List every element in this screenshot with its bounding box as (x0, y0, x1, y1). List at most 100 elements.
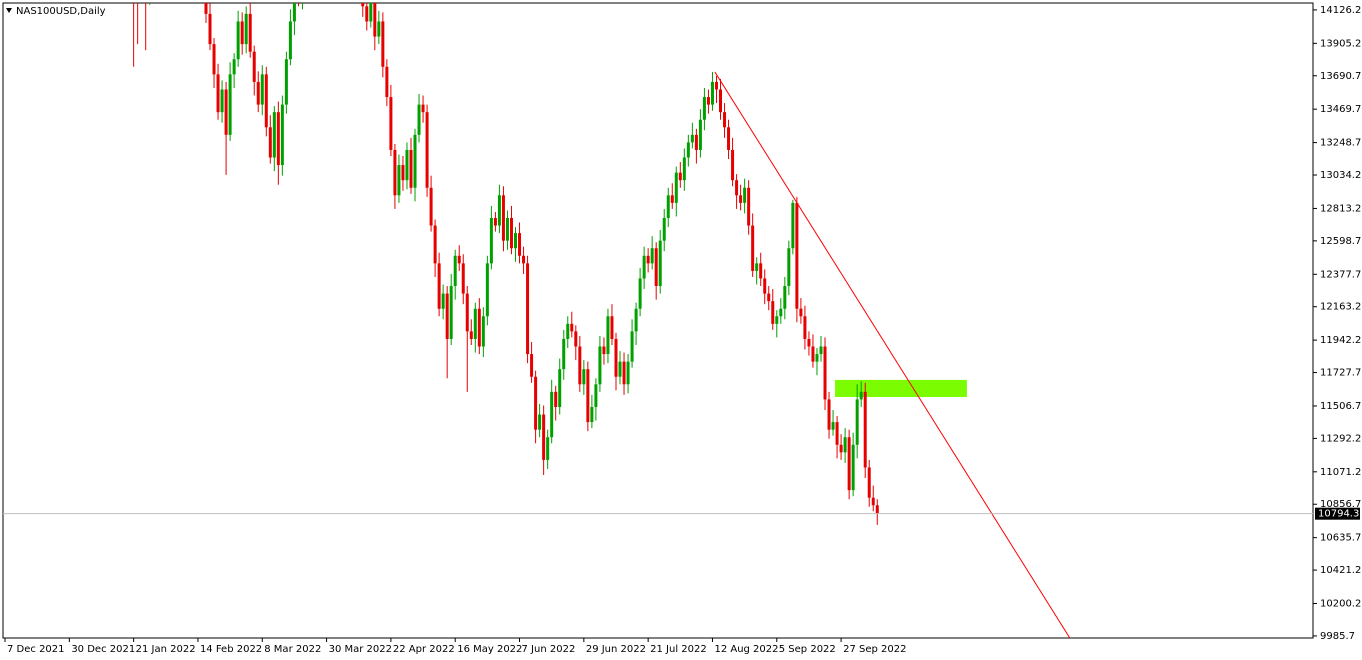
candle-body (212, 44, 216, 75)
candle-body (566, 323, 570, 339)
candle-body (437, 263, 441, 309)
candle-body (787, 248, 791, 287)
x-tick-label: 8 Mar 2022 (264, 644, 321, 655)
candle-body (747, 187, 751, 226)
last-price-label: 10794.3 (1318, 509, 1359, 520)
candle-body (224, 89, 228, 135)
candle-body (658, 240, 662, 287)
candle-body (638, 278, 642, 309)
candle-body (457, 255, 461, 264)
candle-body (763, 278, 767, 294)
candle-body (538, 414, 542, 430)
candle-body (582, 369, 586, 385)
candle-body (425, 112, 429, 188)
candle-body (461, 263, 465, 294)
candle-body (815, 354, 819, 362)
candle-body (389, 97, 393, 150)
candle-body (819, 346, 823, 355)
candle-body (216, 74, 220, 113)
candle-body (445, 293, 449, 339)
candle-body (618, 361, 622, 377)
candle-body (590, 406, 594, 423)
candle-body (654, 248, 658, 287)
candle-body (558, 369, 562, 407)
y-tick-label: 10635.7 (1320, 533, 1361, 544)
candle-body (276, 112, 280, 166)
candle-body (871, 497, 875, 506)
candle-body (526, 263, 530, 355)
candle-body (485, 263, 489, 317)
candle-body (272, 112, 276, 158)
y-tick-label: 13905.2 (1320, 38, 1361, 49)
candle-body (550, 391, 554, 438)
candle-body (859, 391, 863, 400)
zone (835, 379, 967, 398)
candle-body (875, 505, 879, 514)
y-tick-label: 12163.2 (1320, 302, 1361, 313)
candle-body (723, 112, 727, 128)
candle-body (542, 414, 546, 460)
candle-body (839, 444, 843, 453)
candle-body (481, 316, 485, 347)
candle-body (365, 6, 369, 22)
candle-body (244, 13, 248, 45)
candle-body (743, 187, 747, 203)
y-tick-label: 14126.2 (1320, 5, 1361, 16)
candle-body (767, 293, 771, 302)
candle-body (626, 361, 630, 385)
x-tick-label: 22 Apr 2022 (393, 644, 455, 655)
candle-body (682, 157, 686, 181)
candle-body (534, 376, 538, 430)
candle-body (755, 263, 759, 271)
candle-body (698, 119, 702, 150)
candle-body (385, 66, 389, 98)
x-tick-label: 5 Sep 2022 (779, 644, 836, 655)
candle-body (220, 89, 224, 113)
candle-body (204, 3, 208, 14)
candle-body (570, 323, 574, 332)
y-tick-label: 11071.2 (1320, 467, 1361, 478)
candle-body (373, 3, 377, 37)
candle-body (530, 354, 534, 377)
candle-body (739, 195, 743, 203)
candle-body (779, 308, 783, 317)
candle-body (401, 165, 405, 181)
chart-title: NAS100USD,Daily (16, 6, 106, 17)
candle-body (803, 316, 807, 339)
candle-body (393, 149, 397, 196)
candle-body (413, 134, 417, 188)
candle-body (473, 308, 477, 339)
candle-body (702, 97, 706, 120)
candle-body (522, 255, 526, 264)
x-tick-label: 21 Jul 2022 (650, 644, 707, 655)
candle-body (248, 13, 252, 52)
x-tick-label: 30 Mar 2022 (329, 644, 392, 655)
candle-body (493, 217, 497, 226)
x-tick-label: 29 Jun 2022 (586, 644, 646, 655)
candle-body (807, 338, 811, 347)
candle-body (843, 437, 847, 453)
candle-body (361, 3, 365, 7)
x-tick-label: 12 Aug 2022 (714, 644, 778, 655)
candle-body (268, 127, 272, 158)
candle-body (727, 127, 731, 150)
candle-body (771, 301, 775, 324)
candle-body (614, 338, 618, 377)
candle-body (602, 346, 606, 355)
candle-body (650, 248, 654, 264)
candle-body (421, 104, 425, 113)
candle-body (497, 195, 501, 226)
candle-body (514, 233, 518, 249)
menu-triangle[interactable] (6, 8, 12, 13)
candle-body (719, 89, 723, 113)
y-tick-label: 11942.2 (1320, 335, 1361, 346)
candle-body (863, 391, 867, 468)
y-tick-label: 13248.7 (1320, 138, 1361, 149)
candle-body (469, 331, 473, 339)
candle-body (586, 369, 590, 423)
candle-body (381, 21, 385, 67)
candle-body (811, 346, 815, 362)
y-tick-label: 10421.2 (1320, 565, 1361, 576)
candle-body (646, 255, 650, 264)
y-tick-label: 13034.2 (1320, 170, 1361, 181)
